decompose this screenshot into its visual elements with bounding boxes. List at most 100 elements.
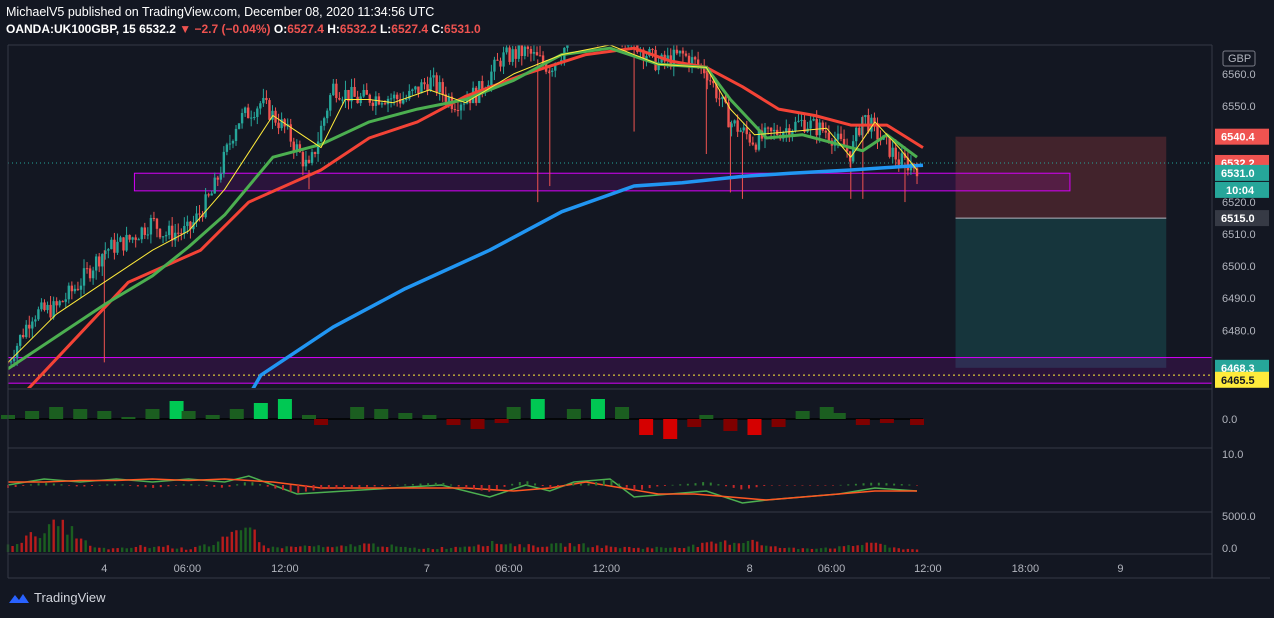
symbol-label[interactable]: OANDA:UK100GBP, 15 — [6, 22, 136, 36]
volume-pane[interactable]: 5000.0 0.0 — [6, 511, 1256, 555]
osc2-hist-bar — [304, 485, 307, 492]
candle-body — [627, 45, 630, 47]
candle-body — [167, 225, 171, 236]
osc2-hist-bar — [694, 483, 697, 486]
candle-body — [231, 141, 235, 144]
volume-bar — [751, 539, 754, 552]
volume-bar — [554, 543, 558, 552]
chart-header: MichaelV5 published on TradingView.com, … — [6, 4, 481, 38]
oscillator-2-pane[interactable]: 10.0 — [7, 449, 1243, 504]
osc2-hist-bar — [549, 485, 552, 488]
candle-body — [751, 142, 755, 145]
volume-bar — [340, 545, 343, 552]
candle-body — [371, 102, 375, 106]
candle-body — [137, 239, 140, 241]
candle-body — [170, 225, 174, 241]
volume-bar — [897, 548, 900, 552]
chart-area[interactable]: 0.0 10.0 5000.0 0.0 6480.0 6490.0 6500.0 651… — [0, 0, 1274, 590]
volume-bar — [15, 544, 19, 552]
candle-body — [107, 249, 110, 251]
osc2-hist-bar — [22, 485, 25, 486]
candle-body — [873, 117, 876, 124]
candle-body — [143, 227, 147, 235]
histogram-bar-up — [73, 409, 88, 419]
volume-bar — [353, 546, 357, 552]
close-value: 6531.0 — [444, 22, 481, 36]
tradingview-logo[interactable]: TradingView — [8, 590, 106, 605]
candle-body — [906, 157, 910, 171]
candle-body — [292, 141, 295, 151]
volume-bar — [422, 548, 425, 552]
histogram-bar-up — [506, 407, 521, 419]
candle-body — [597, 26, 599, 37]
osc2-hist-bar — [618, 483, 621, 486]
candle-body — [149, 217, 153, 235]
volume-bar — [728, 544, 731, 552]
candle-body — [730, 123, 733, 128]
candle-body — [319, 125, 323, 142]
osc2-hist-bar — [14, 485, 17, 487]
osc2-hist-bar — [75, 485, 78, 487]
volume-bar — [395, 546, 398, 552]
price-pane[interactable] — [7, 12, 1213, 458]
candle-body — [618, 30, 620, 39]
candle-body — [633, 32, 635, 37]
osc2-hist-bar — [358, 485, 361, 488]
candle-body — [505, 47, 508, 53]
candle-body — [681, 50, 685, 54]
candle-body — [395, 94, 399, 100]
volume-bar — [783, 548, 786, 552]
volume-bar — [102, 547, 106, 552]
volume-bar — [577, 544, 581, 552]
candle-body — [733, 120, 736, 124]
low-label: L: — [379, 22, 392, 36]
candle-body — [298, 144, 302, 153]
volume-bar — [459, 547, 462, 552]
price-tag — [1215, 210, 1269, 227]
osc2-hist-bar — [366, 485, 369, 487]
candle-body — [40, 302, 43, 310]
volume-bar — [175, 548, 179, 552]
volume-bar — [404, 546, 407, 552]
volume-bar — [267, 548, 270, 552]
oscillator-1-pane[interactable]: 0.0 — [1, 399, 1237, 439]
volume-bar — [262, 545, 266, 552]
price-axis[interactable]: 6480.06490.06500.06510.06520.06530.06540… — [7, 44, 1270, 579]
volume-bar — [107, 549, 110, 552]
candle-body — [295, 144, 299, 151]
time-tick-label: 4 — [101, 563, 107, 575]
candle-body — [502, 52, 505, 67]
high-label: H: — [327, 22, 340, 36]
volume-bar — [701, 542, 704, 552]
candle-body — [763, 127, 767, 139]
histogram-bar-down — [879, 419, 894, 423]
candle-body — [858, 127, 861, 136]
osc2-hist-bar — [663, 485, 666, 486]
candle-body — [517, 45, 520, 59]
candle-body — [22, 335, 25, 338]
candle-body — [332, 83, 335, 96]
candle-body — [766, 127, 770, 129]
osc2-hist-bar — [579, 483, 582, 486]
candle-body — [8, 362, 10, 364]
volume-bar — [861, 545, 864, 552]
candle-body — [821, 122, 824, 131]
osc2-hist-bar — [763, 485, 766, 486]
osc2-hist-bar — [641, 485, 644, 490]
candle-body — [128, 234, 131, 240]
osc2-hist-bar — [175, 485, 178, 486]
candle-body — [49, 304, 52, 318]
candle-body — [438, 82, 441, 93]
volume-bar — [847, 545, 850, 552]
open-value: 6527.4 — [287, 22, 324, 36]
volume-bar — [824, 547, 827, 552]
time-axis[interactable]: 4 06:00 12:00 7 06:00 12:00 8 06:00 12:00 18:00 9 — [101, 563, 1123, 575]
candle-body — [493, 59, 496, 72]
candle-body — [180, 233, 183, 235]
candle-body — [642, 49, 645, 61]
candle-body — [344, 89, 347, 100]
volume-bar — [226, 536, 229, 552]
time-tick-label: 12:00 — [593, 563, 621, 575]
volume-bar — [89, 545, 92, 552]
volume-bar — [372, 543, 375, 552]
